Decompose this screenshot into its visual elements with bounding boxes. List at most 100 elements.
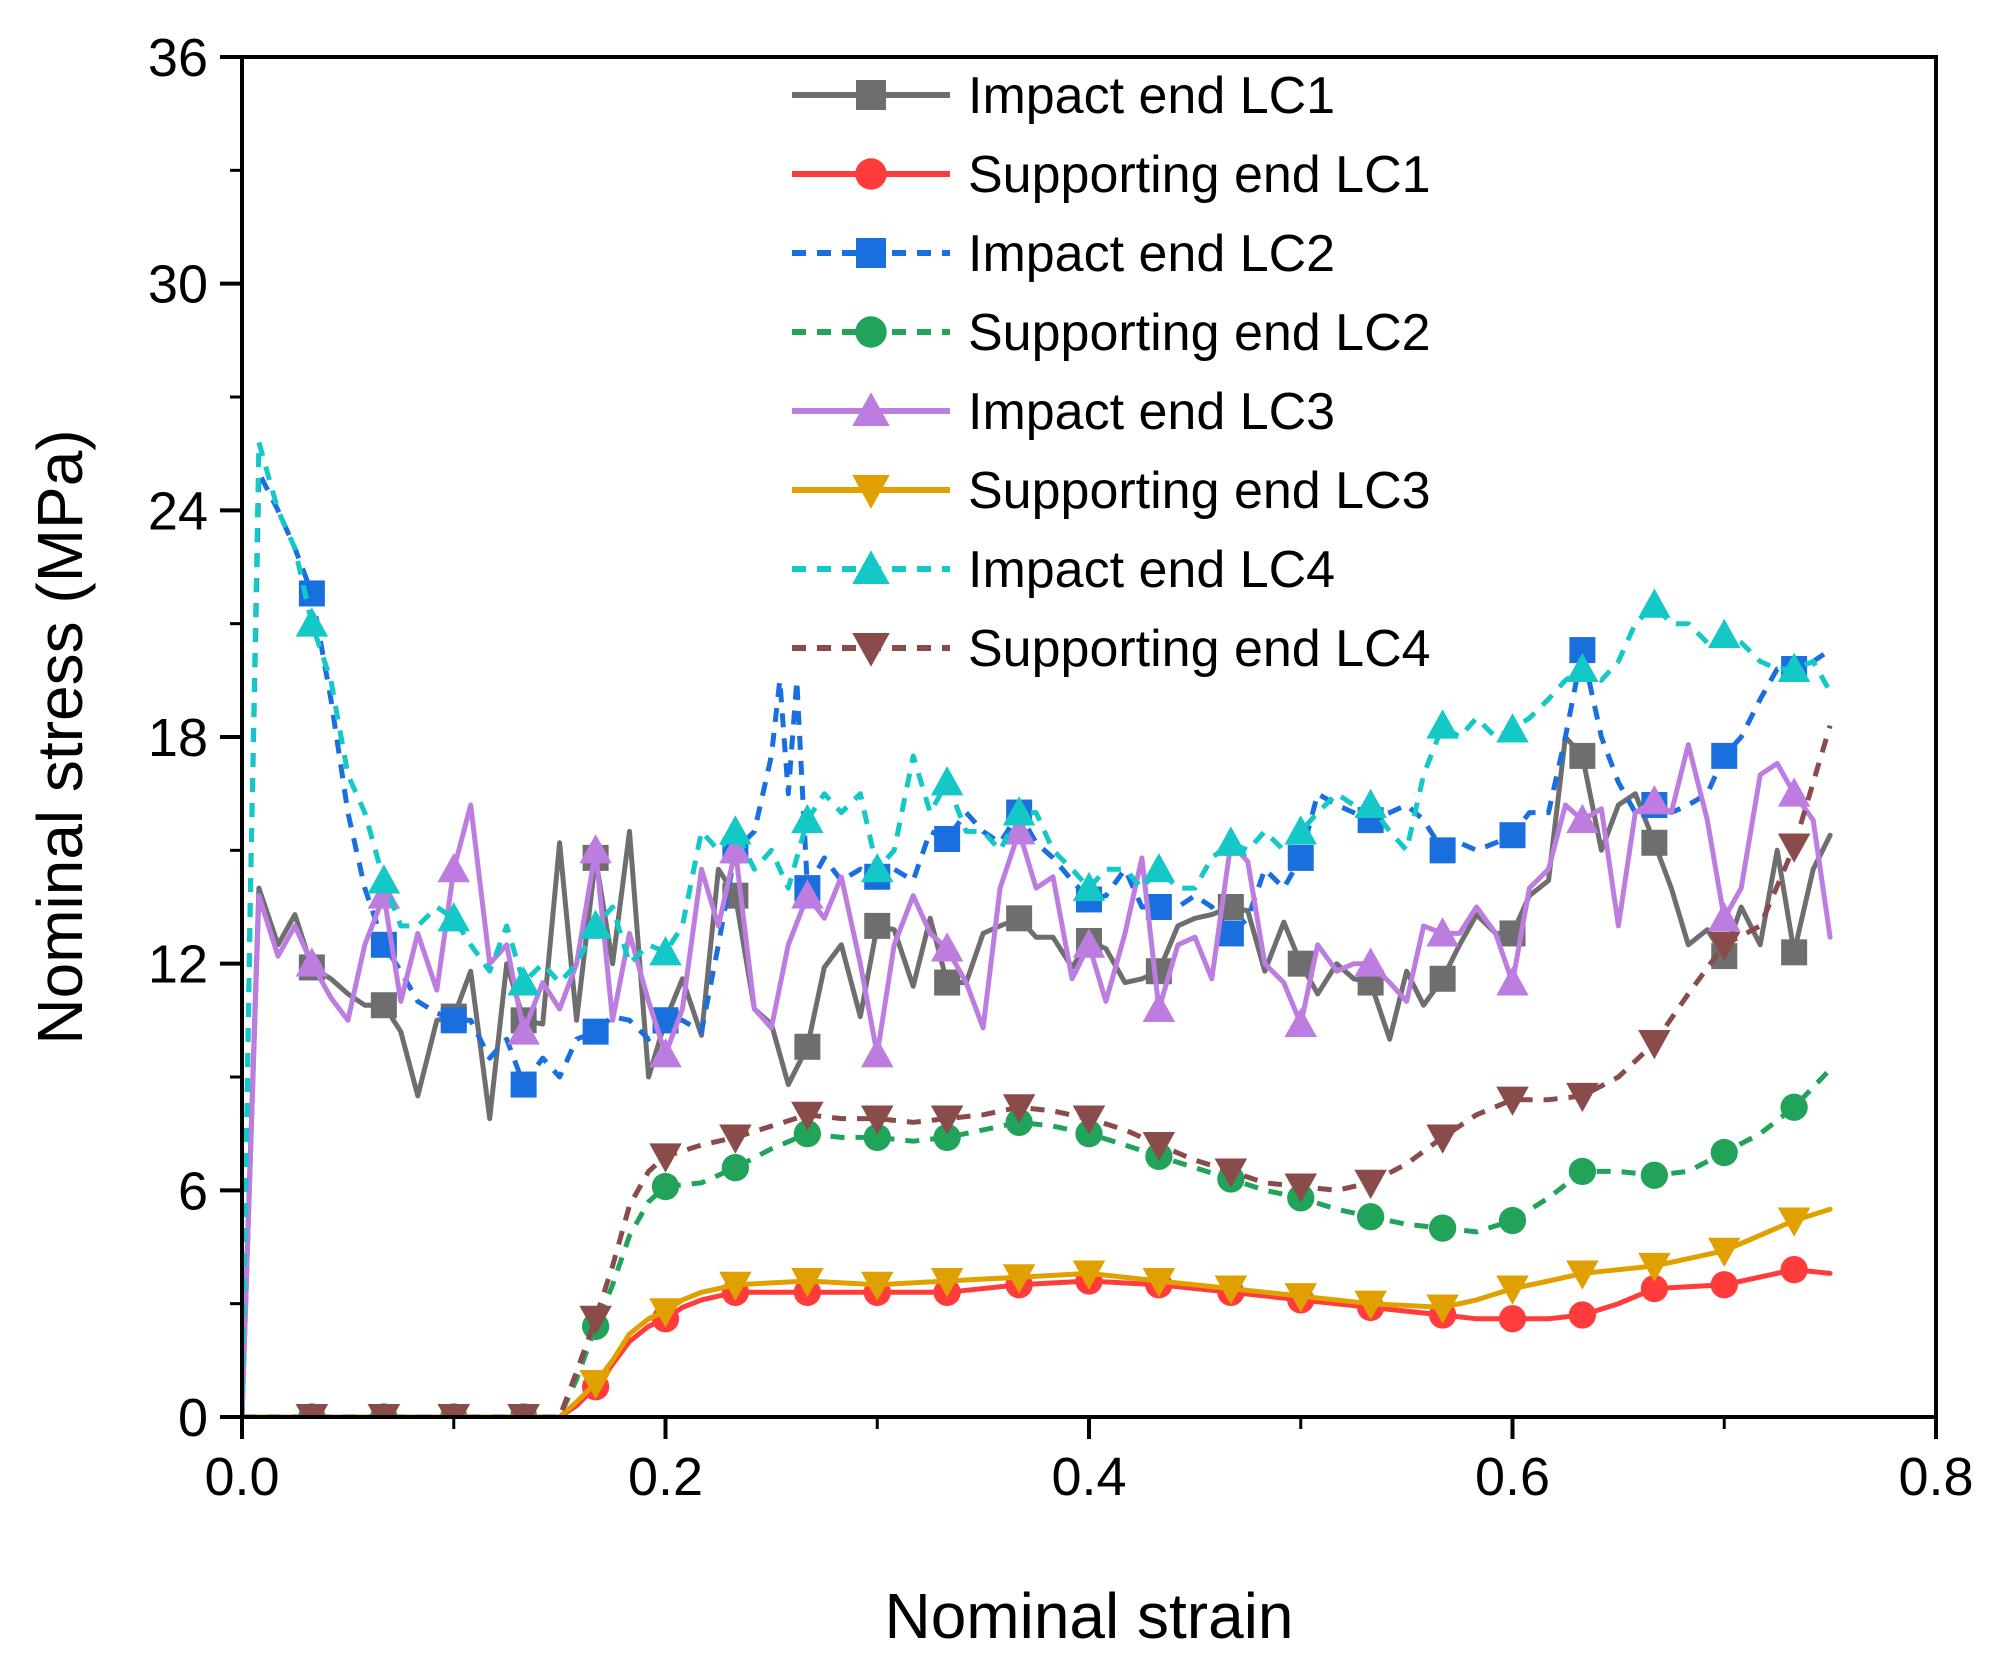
data-point — [1142, 1132, 1176, 1162]
data-point — [649, 936, 682, 966]
series-7 — [242, 439, 1833, 1417]
data-point — [934, 826, 961, 852]
data-point — [1002, 1094, 1036, 1124]
data-point — [295, 1404, 329, 1417]
data-point — [1284, 815, 1317, 845]
legend-item: Supporting end LC4 — [792, 620, 1431, 678]
legend-label: Supporting end LC2 — [968, 304, 1431, 362]
y-tick-label: 36 — [148, 28, 208, 88]
legend-label: Impact end LC3 — [968, 383, 1335, 441]
x-tick-label: 0.4 — [1051, 1447, 1126, 1507]
data-point — [934, 969, 961, 996]
y-tick-label: 30 — [148, 255, 208, 315]
legend-marker — [852, 633, 890, 667]
data-point — [791, 879, 824, 909]
data-point — [437, 852, 470, 883]
legend-item: Impact end LC1 — [792, 67, 1335, 125]
data-point — [863, 1123, 891, 1152]
data-point — [721, 1154, 750, 1182]
legend-marker — [855, 158, 887, 190]
data-point — [1566, 1260, 1599, 1290]
data-point — [1498, 1206, 1527, 1235]
data-point — [791, 803, 824, 834]
data-point — [649, 1143, 682, 1173]
data-point — [719, 1271, 752, 1302]
data-point — [861, 1271, 894, 1302]
y-tick-label: 18 — [148, 708, 208, 768]
data-point — [1710, 1271, 1738, 1299]
data-point — [295, 607, 329, 637]
data-point — [1284, 1173, 1317, 1203]
data-point — [1780, 1093, 1808, 1121]
legend-item: Impact end LC2 — [792, 225, 1335, 283]
series-4 — [242, 1067, 1832, 1417]
data-point — [510, 1071, 537, 1098]
data-point — [649, 1038, 682, 1068]
data-point — [1708, 902, 1741, 932]
data-point — [1426, 709, 1459, 739]
data-point — [1496, 1086, 1529, 1116]
data-point — [1284, 1007, 1317, 1038]
data-point — [437, 1404, 470, 1417]
data-point — [1566, 803, 1599, 834]
legend-marker — [856, 238, 886, 268]
x-tick-label: 0.2 — [628, 1447, 703, 1507]
data-point — [1777, 777, 1811, 807]
data-point — [1777, 1207, 1811, 1237]
data-point — [791, 1101, 824, 1132]
legend-marker — [852, 550, 890, 584]
x-axis-ticks: 0.0 0.2 0.4 0.6 0.8 — [204, 1417, 1974, 1507]
legend-marker — [856, 80, 886, 110]
y-tick-label: 6 — [178, 1161, 208, 1221]
series-line — [242, 1067, 1832, 1417]
data-point — [864, 912, 891, 939]
data-point — [1006, 905, 1033, 932]
data-point — [1354, 1169, 1387, 1200]
data-point — [1638, 784, 1671, 815]
data-point — [1142, 852, 1176, 883]
data-point — [719, 815, 752, 845]
series-8 — [242, 724, 1833, 1417]
legend-marker — [855, 316, 887, 348]
data-point — [933, 1123, 961, 1152]
data-point — [507, 1015, 540, 1045]
data-point — [1354, 788, 1387, 818]
data-point — [1002, 796, 1036, 826]
legend-label: Supporting end LC1 — [968, 146, 1431, 204]
data-point — [649, 1298, 682, 1328]
series-line — [242, 742, 1833, 1417]
data-point — [1002, 815, 1036, 845]
legend-marker — [852, 392, 890, 426]
legend: Impact end LC1 Supporting end LC1 Impact e… — [792, 67, 1431, 678]
data-point — [295, 947, 329, 977]
data-point — [793, 1120, 822, 1148]
x-tick-label: 0.0 — [204, 1447, 279, 1507]
data-point — [930, 932, 964, 962]
data-point — [440, 1007, 467, 1034]
legend-item: Impact end LC4 — [792, 541, 1335, 599]
data-point — [1072, 1105, 1106, 1135]
series-line — [242, 724, 1833, 1417]
data-point — [1426, 917, 1459, 947]
data-point — [1072, 871, 1106, 902]
data-point — [1217, 920, 1244, 947]
legend-item: Supporting end LC2 — [792, 304, 1431, 362]
data-point — [1498, 1305, 1527, 1333]
data-point — [1429, 837, 1456, 864]
data-point — [1708, 1237, 1741, 1268]
data-point — [579, 1305, 612, 1336]
data-point — [1708, 618, 1741, 648]
data-point — [1214, 826, 1248, 856]
data-point — [1142, 1268, 1176, 1298]
data-point — [1214, 1275, 1248, 1305]
legend-marker — [852, 475, 890, 509]
data-point — [719, 834, 752, 864]
data-point — [1214, 1158, 1248, 1188]
series-2 — [242, 1256, 1833, 1417]
data-point — [1496, 713, 1529, 743]
data-point — [861, 852, 894, 883]
series-6 — [242, 1206, 1833, 1417]
data-point — [1641, 829, 1668, 856]
data-point — [1638, 1252, 1671, 1283]
